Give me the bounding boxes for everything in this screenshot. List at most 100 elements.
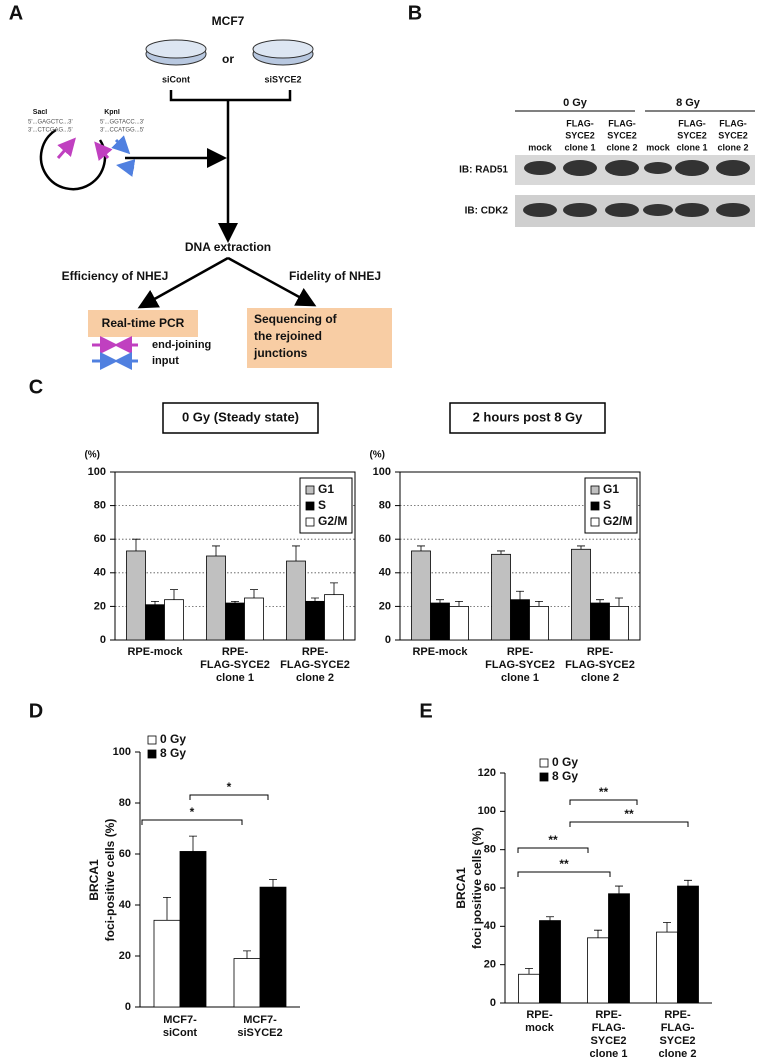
sig-bracket <box>189 794 269 800</box>
error-bar <box>250 589 258 598</box>
lane-label: SYCE2 <box>607 130 637 140</box>
legend-label: G2/M <box>603 514 632 528</box>
bar <box>518 973 540 1004</box>
error-bar <box>497 550 505 555</box>
error-bar <box>151 600 159 605</box>
error-bar <box>436 599 444 604</box>
error-bar <box>455 600 463 607</box>
lane-label: FLAG- <box>608 118 636 128</box>
error-bar <box>596 599 604 604</box>
x-tick-label: RPE- <box>526 1009 553 1021</box>
x-tick-label: RPE- <box>587 646 614 658</box>
dose: 8 Gy <box>676 97 701 109</box>
error-bar <box>311 597 319 602</box>
box-text: Sequencing of <box>254 312 338 326</box>
y-tick-label: 60 <box>94 533 106 545</box>
panel-label: C <box>29 376 43 398</box>
bar <box>529 606 549 641</box>
y-tick-label: 80 <box>94 500 106 512</box>
y-tick-label: 0 <box>385 634 391 646</box>
error-bar <box>132 538 140 551</box>
lane-label: mock <box>646 142 671 152</box>
bar <box>179 851 207 1008</box>
bar <box>571 548 591 641</box>
bar <box>145 604 165 641</box>
x-tick-label: FLAG- <box>592 1022 626 1034</box>
bar <box>244 597 264 641</box>
site-seq: 5'...GGTACC...3' <box>100 120 144 126</box>
cell-line: MCF7 <box>212 14 245 28</box>
bar <box>510 599 530 641</box>
y-tick-label: 80 <box>379 500 391 512</box>
y-tick-label: 40 <box>94 567 106 579</box>
error-bar <box>594 929 602 938</box>
legend-swatch <box>147 749 157 759</box>
site-seq: 3'...CTCGAG...5' <box>28 128 73 134</box>
dose: 0 Gy <box>563 97 588 109</box>
y-axis-label: foci positive cells (%) <box>470 827 484 949</box>
bar <box>225 602 245 641</box>
y-tick-label: 80 <box>119 797 131 809</box>
lane-label: mock <box>528 142 553 152</box>
sig-mark: ** <box>624 807 634 821</box>
legend-label: S <box>318 498 326 512</box>
x-tick-label: MCF7- <box>163 1014 197 1026</box>
x-tick-label: FLAG- <box>661 1022 695 1034</box>
y-tick-label: 100 <box>113 746 131 758</box>
bar <box>449 606 469 641</box>
panel-label: B <box>408 2 422 24</box>
lane-label: FLAG- <box>678 118 706 128</box>
y-tick-label: 20 <box>379 600 391 612</box>
bar <box>590 602 610 641</box>
x-tick-label: clone 1 <box>590 1048 628 1060</box>
panel-b-graphics <box>515 110 755 227</box>
sig-bracket <box>517 847 589 853</box>
y-tick-label: 40 <box>484 920 496 932</box>
legend-label: S <box>603 498 611 512</box>
legend-label: G1 <box>318 482 334 496</box>
bar <box>206 555 226 641</box>
y-tick-label: 20 <box>94 600 106 612</box>
x-tick-label: RPE-mock <box>127 646 183 658</box>
x-tick-label: RPE- <box>664 1009 691 1021</box>
lane-label: clone 1 <box>564 142 595 152</box>
error-bar <box>212 545 220 556</box>
lane-label: FLAG- <box>566 118 594 128</box>
y-unit: (%) <box>369 450 385 461</box>
error-bar <box>330 582 338 595</box>
legend-label: 0 Gy <box>552 755 578 769</box>
y-tick-label: 40 <box>119 899 131 911</box>
legend-label: 8 Gy <box>160 746 186 760</box>
legend-swatch <box>147 735 157 745</box>
y-tick-label: 100 <box>88 466 106 478</box>
bar <box>259 886 287 1008</box>
condition: siSYCE2 <box>264 74 301 84</box>
x-tick-label: SYCE2 <box>590 1035 626 1047</box>
error-bar <box>663 922 671 933</box>
x-tick-label: FLAG-SYCE2 <box>200 659 270 671</box>
x-tick-label: siSYCE2 <box>237 1027 282 1039</box>
x-tick-label: mock <box>525 1022 555 1034</box>
bar <box>587 937 609 1004</box>
site-name: KpnI <box>104 109 120 116</box>
bar <box>233 958 261 1008</box>
error-bar <box>516 590 524 600</box>
y-axis-label: BRCA1 <box>454 867 468 909</box>
x-tick-label: SYCE2 <box>659 1035 695 1047</box>
x-tick-label: FLAG-SYCE2 <box>565 659 635 671</box>
legend-swatch <box>305 485 315 495</box>
legend-swatch <box>539 772 549 782</box>
error-bar <box>170 589 178 600</box>
lane-label: clone 2 <box>606 142 637 152</box>
bar <box>305 600 325 641</box>
x-tick-label: clone 2 <box>581 672 619 684</box>
title-box <box>449 402 606 434</box>
x-tick-label: RPE- <box>595 1009 622 1021</box>
legend-swatch <box>539 758 549 768</box>
y-tick-label: 0 <box>125 1001 131 1013</box>
condition: siCont <box>162 74 190 84</box>
legend-label: G2/M <box>318 514 347 528</box>
lane-label: SYCE2 <box>565 130 595 140</box>
sig-bracket <box>569 799 638 805</box>
x-tick-label: RPE- <box>302 646 329 658</box>
